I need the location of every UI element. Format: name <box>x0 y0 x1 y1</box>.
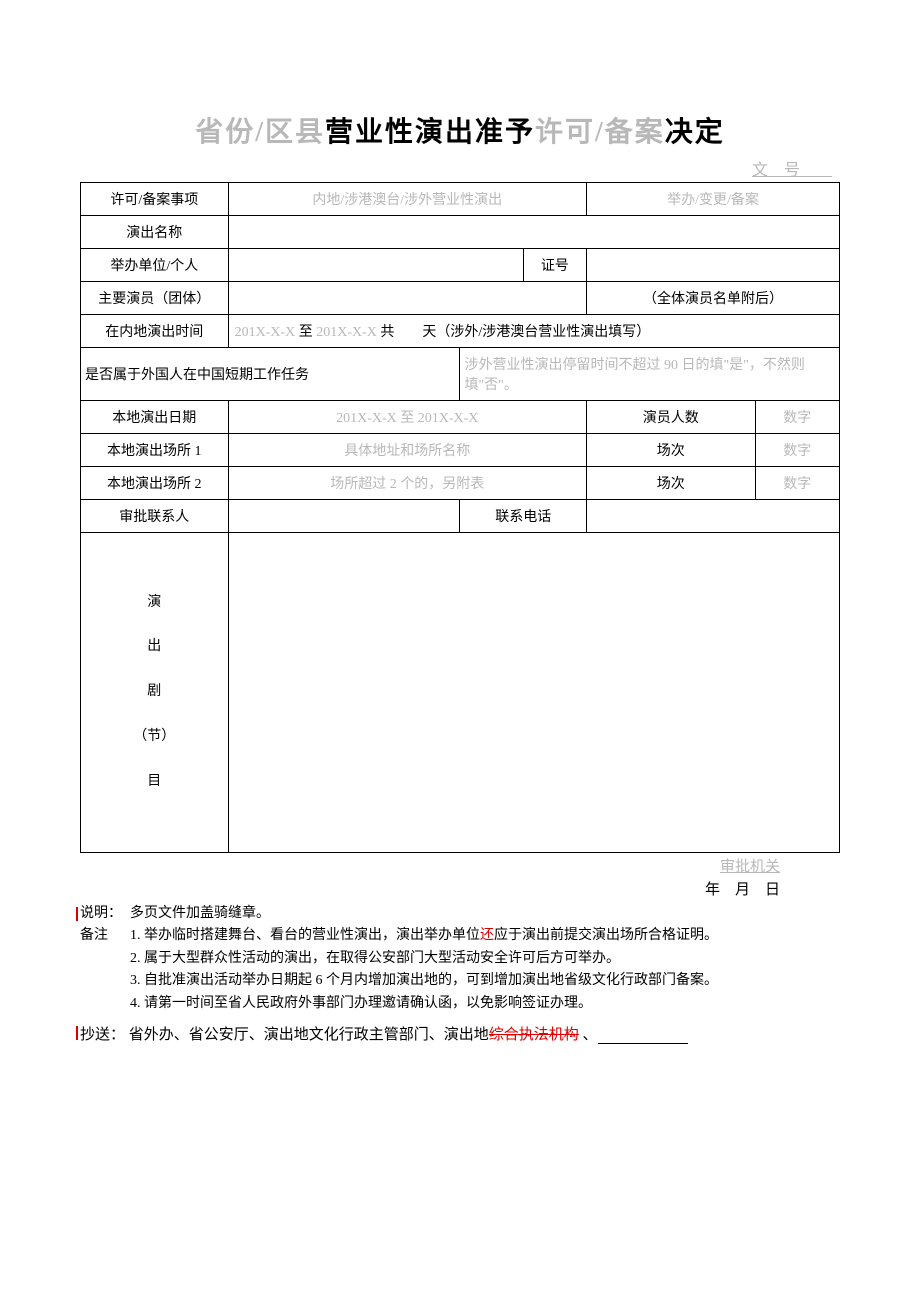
row-local-date-label: 本地演出日期 <box>81 401 229 434</box>
row-venue2-count-label: 场次 <box>586 467 755 500</box>
remark1-insert: 还 <box>480 928 494 943</box>
row-show-name-label: 演出名称 <box>81 216 229 249</box>
row-venue1-count-hint[interactable]: 数字 <box>755 434 839 467</box>
document-number-label: 文 号 <box>80 156 840 180</box>
remark-item-4: 4. 请第一时间至省人民政府外事部门办理邀请确认函，以免影响签证办理。 <box>130 993 840 1015</box>
row-mainland-time-hint[interactable]: 201X-X-X 至 201X-X-X 共 天（涉外/涉港澳台营业性演出填写） <box>228 315 839 348</box>
row-permit-matter-label: 许可/备案事项 <box>81 183 229 216</box>
row-foreigner-hint[interactable]: 涉外营业性演出停留时间不超过 90 日的填"是"，不然则填"否"。 <box>460 348 840 401</box>
notes-block: 说明： 多页文件加盖骑缝章。 备注 1. 举办临时搭建舞台、看台的营业性演出，演… <box>80 903 840 1015</box>
row-foreigner-label: 是否属于外国人在中国短期工作任务 <box>81 348 460 401</box>
row-permit-matter-hint2[interactable]: 举办/变更/备案 <box>586 183 839 216</box>
row-venue1-label: 本地演出场所 1 <box>81 434 229 467</box>
remark-item-1: 1. 举办临时搭建舞台、看台的营业性演出，演出举办单位还应于演出前提交演出场所合… <box>130 925 840 947</box>
explain-text: 多页文件加盖骑缝章。 <box>130 903 840 925</box>
row-contact-value[interactable] <box>228 500 460 533</box>
row-program-label: 演出剧（节）目 <box>81 533 229 853</box>
row-venue1-count-label: 场次 <box>586 434 755 467</box>
row-contact-label: 审批联系人 <box>81 500 229 533</box>
row-show-name-value[interactable] <box>228 216 839 249</box>
row-venue2-count-hint[interactable]: 数字 <box>755 467 839 500</box>
title-region: 省份/区县 <box>195 117 325 148</box>
row-cert-label: 证号 <box>523 249 586 282</box>
row-mainland-time-label: 在内地演出时间 <box>81 315 229 348</box>
row-phone-label: 联系电话 <box>460 500 587 533</box>
explain-label: 说明： <box>80 903 130 925</box>
remark-item-2: 2. 属于大型群众性活动的演出，在取得公安部门大型活动安全许可后方可举办。 <box>130 948 840 970</box>
cc-text-pre: 省外办、省公安厅、演出地文化行政主管部门、演出地 <box>129 1027 489 1043</box>
cc-text-post: 、 <box>579 1027 598 1043</box>
row-venue1-hint[interactable]: 具体地址和场所名称 <box>228 434 586 467</box>
row-venue2-label: 本地演出场所 2 <box>81 467 229 500</box>
cc-insert: 综合执法机构 <box>489 1027 579 1043</box>
date-line: 年 月 日 <box>80 878 840 899</box>
cc-line: 抄送： 省外办、省公安厅、演出地文化行政主管部门、演出地综合执法机构 、 <box>80 1023 840 1044</box>
page-title: 省份/区县营业性演出准予许可/备案决定 <box>80 110 840 150</box>
row-organizer-value[interactable] <box>228 249 523 282</box>
row-program-value[interactable] <box>228 533 839 853</box>
row-performers-label: 主要演员（团体） <box>81 282 229 315</box>
cc-label: 抄送： <box>80 1027 125 1043</box>
main-form-table: 许可/备案事项 内地/涉港澳台/涉外营业性演出 举办/变更/备案 演出名称 举办… <box>80 182 840 853</box>
row-local-date-count-hint[interactable]: 数字 <box>755 401 839 434</box>
revision-mark-icon <box>76 1026 78 1040</box>
title-main1: 营业性演出准予 <box>325 117 535 148</box>
revision-mark-icon <box>76 907 78 921</box>
row-performers-note: （全体演员名单附后） <box>586 282 839 315</box>
row-permit-matter-hint1[interactable]: 内地/涉港澳台/涉外营业性演出 <box>228 183 586 216</box>
row-organizer-label: 举办单位/个人 <box>81 249 229 282</box>
row-phone-value[interactable] <box>586 500 839 533</box>
row-performers-value[interactable] <box>228 282 586 315</box>
row-cert-value[interactable] <box>586 249 839 282</box>
cc-blank[interactable] <box>598 1043 688 1044</box>
title-main2: 决定 <box>665 117 725 148</box>
remarks-label: 备注 <box>80 925 130 947</box>
title-type: 许可/备案 <box>535 117 665 148</box>
approval-authority-label: 审批机关 <box>80 855 840 876</box>
row-local-date-hint[interactable]: 201X-X-X 至 201X-X-X <box>228 401 586 434</box>
row-local-date-count-label: 演员人数 <box>586 401 755 434</box>
row-venue2-hint[interactable]: 场所超过 2 个的，另附表 <box>228 467 586 500</box>
remark-item-3: 3. 自批准演出活动举办日期起 6 个月内增加演出地的，可到增加演出地省级文化行… <box>130 970 840 992</box>
